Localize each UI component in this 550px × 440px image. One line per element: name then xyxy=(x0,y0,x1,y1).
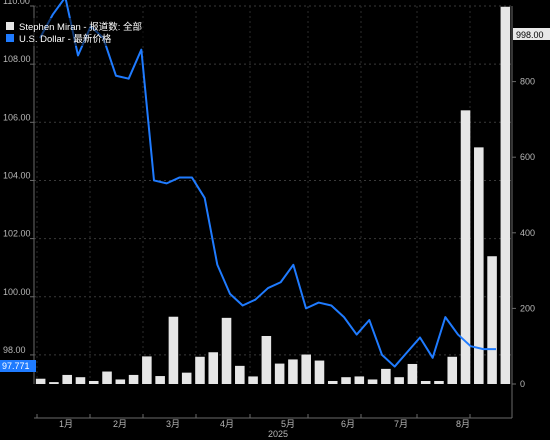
left-tick-label: 104.00 xyxy=(3,170,31,180)
left-tick-label: 100.00 xyxy=(3,287,31,297)
x-tick-label: 8月 xyxy=(456,419,470,429)
miran-bar xyxy=(195,356,205,384)
miran-bar xyxy=(208,352,219,384)
x-tick-label: 5月 xyxy=(281,419,295,429)
last-value-labels: 97.771 998.00 xyxy=(0,28,550,372)
miran-bar xyxy=(500,6,511,384)
x-tick-label: 7月 xyxy=(394,419,408,429)
right-tick-label: 600 xyxy=(520,152,535,162)
legend-label-dollar: U.S. Dollar - 最新价格 xyxy=(19,33,112,45)
left-tick-label: 106.00 xyxy=(3,112,31,122)
miran-bar xyxy=(49,382,59,384)
right-tick-label: 400 xyxy=(520,228,535,238)
miran-bar xyxy=(327,380,338,384)
miran-bar xyxy=(447,356,458,384)
gridlines xyxy=(34,5,512,384)
miran-last-value: 998.00 xyxy=(516,30,544,40)
left-tick-label: 102.00 xyxy=(3,229,31,239)
left-tick-label: 108.00 xyxy=(3,54,31,64)
miran-bar xyxy=(261,335,272,384)
legend-swatch-dollar xyxy=(6,34,14,42)
right-tick-label: 200 xyxy=(520,303,535,313)
legend-background xyxy=(2,18,190,46)
left-tick-label: 98.00 xyxy=(3,345,26,355)
miran-bar xyxy=(221,317,232,384)
left-tick-label: 110.00 xyxy=(3,0,30,6)
right-tick-label: 800 xyxy=(520,77,535,87)
dollar-series-line xyxy=(39,0,496,368)
miran-bar xyxy=(354,376,365,384)
miran-bar xyxy=(88,380,99,384)
right-tick-label: 0 xyxy=(520,379,525,389)
miran-bar xyxy=(235,365,245,384)
miran-bar xyxy=(407,363,418,384)
miran-bar xyxy=(460,110,471,384)
miran-bar xyxy=(181,372,192,384)
x-tick-label: 4月 xyxy=(220,419,234,429)
miran-bar xyxy=(301,354,311,384)
miran-bar xyxy=(314,360,325,384)
miran-bar xyxy=(102,371,112,384)
x-tick-label: 2月 xyxy=(113,419,127,429)
miran-bar xyxy=(434,380,444,384)
miran-bar xyxy=(274,363,285,384)
miran-bar xyxy=(420,380,431,384)
miran-bar xyxy=(75,377,86,384)
legend-label-miran: Stephen Miran - 报道数: 全部 xyxy=(19,21,142,33)
miran-bar xyxy=(367,379,378,384)
miran-bar xyxy=(341,377,351,384)
miran-bar xyxy=(115,379,126,384)
miran-last-value-badge xyxy=(513,28,550,40)
axes: 110.00 108.00 106.00 104.00 102.00 100.00 98.0… xyxy=(3,0,535,439)
miran-bars xyxy=(35,6,511,384)
miran-bar xyxy=(128,374,139,384)
miran-bar xyxy=(35,378,46,384)
dollar-line xyxy=(39,0,496,368)
dollar-last-value: 97.771 xyxy=(2,361,30,371)
miran-bar xyxy=(381,368,391,384)
x-year-label: 2025 xyxy=(268,429,288,439)
dollar-last-value-badge xyxy=(0,360,36,372)
miran-bar xyxy=(288,359,298,384)
x-tick-label: 3月 xyxy=(166,419,180,429)
miran-bar xyxy=(142,356,152,384)
x-tick-label: 6月 xyxy=(341,419,355,429)
legend-swatch-miran xyxy=(6,22,14,30)
miran-bar xyxy=(248,376,258,384)
legend: Stephen Miran - 报道数: 全部 U.S. Dollar - 最新… xyxy=(2,18,190,46)
miran-bar xyxy=(487,256,497,384)
x-tick-label: 1月 xyxy=(59,419,73,429)
miran-bar xyxy=(168,316,179,384)
miran-bar xyxy=(474,147,484,384)
miran-bar xyxy=(62,374,72,384)
miran-bar xyxy=(155,376,165,384)
miran-bar xyxy=(394,377,404,384)
